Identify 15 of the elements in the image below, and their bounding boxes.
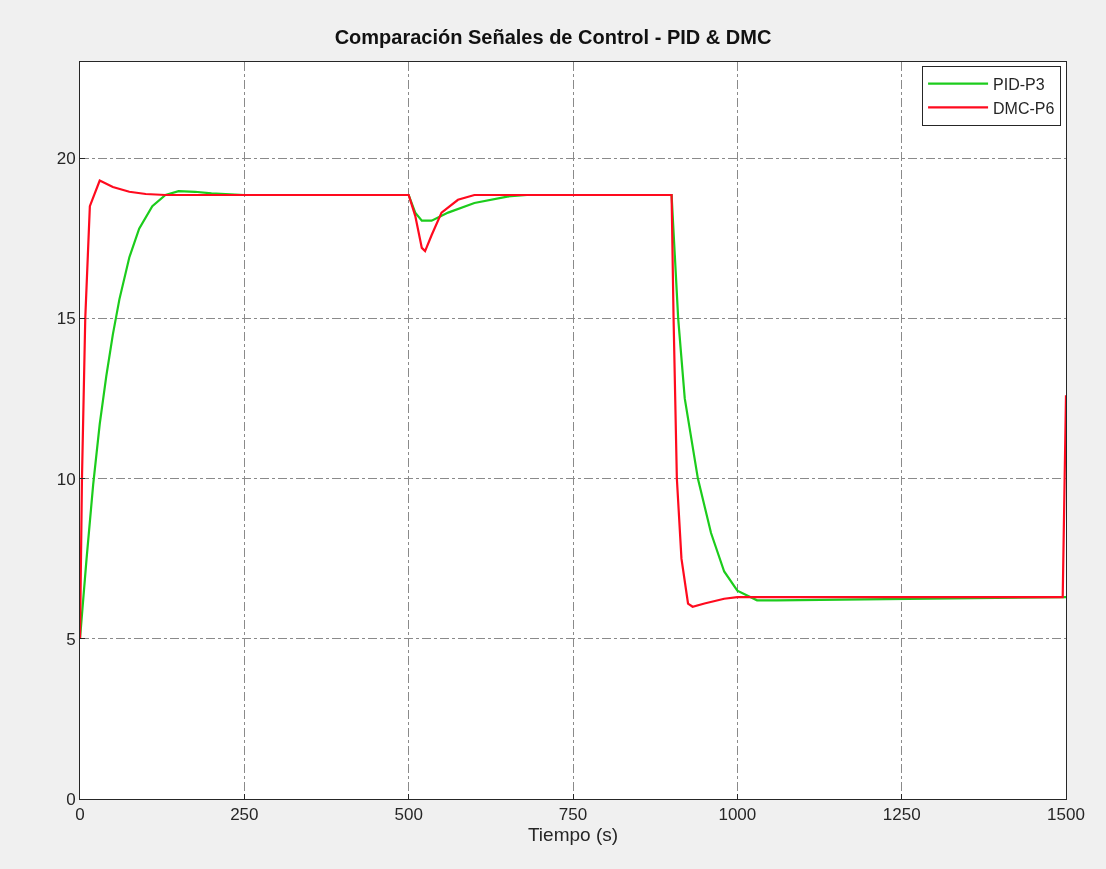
y-tick-label: 20 [56, 149, 76, 169]
chart-title: Comparación Señales de Control - PID & DMC [334, 26, 772, 49]
x-tick-label: 750 [558, 805, 588, 825]
x-tick-label: 500 [394, 805, 423, 825]
x-tick-label: 250 [230, 805, 259, 825]
legend-label: DMC-P6 [993, 99, 1055, 117]
y-tick-label: 5 [66, 629, 76, 649]
y-tick-label: 15 [56, 309, 76, 329]
x-tick-label: 1000 [718, 805, 757, 825]
x-tick-label: 1250 [882, 805, 921, 825]
x-tick-label: 1500 [1047, 805, 1085, 825]
y-tick-label: 0 [66, 789, 76, 809]
x-axis-title: Tiempo (s) [527, 824, 619, 846]
legend-label: PID-P3 [993, 75, 1045, 93]
y-tick-label: 10 [56, 469, 76, 489]
